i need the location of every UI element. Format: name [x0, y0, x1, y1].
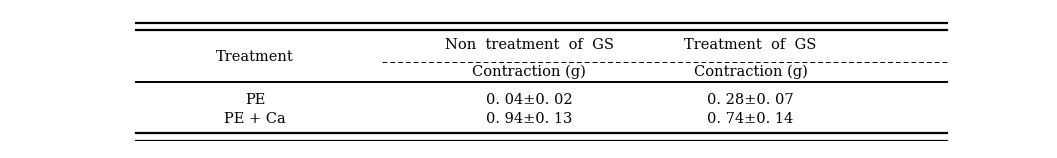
Text: Contraction (g): Contraction (g) — [693, 65, 808, 79]
Text: PE: PE — [245, 93, 265, 107]
Text: PE + Ca: PE + Ca — [224, 112, 285, 126]
Text: Contraction (g): Contraction (g) — [472, 65, 587, 79]
Text: Treatment: Treatment — [216, 50, 294, 64]
Text: 0. 28±0. 07: 0. 28±0. 07 — [707, 93, 794, 107]
Text: Non  treatment  of  GS: Non treatment of GS — [445, 37, 614, 52]
Text: 0. 74±0. 14: 0. 74±0. 14 — [707, 112, 794, 126]
Text: 0. 04±0. 02: 0. 04±0. 02 — [486, 93, 573, 107]
Text: 0. 94±0. 13: 0. 94±0. 13 — [486, 112, 573, 126]
Text: Treatment  of  GS: Treatment of GS — [685, 37, 817, 52]
